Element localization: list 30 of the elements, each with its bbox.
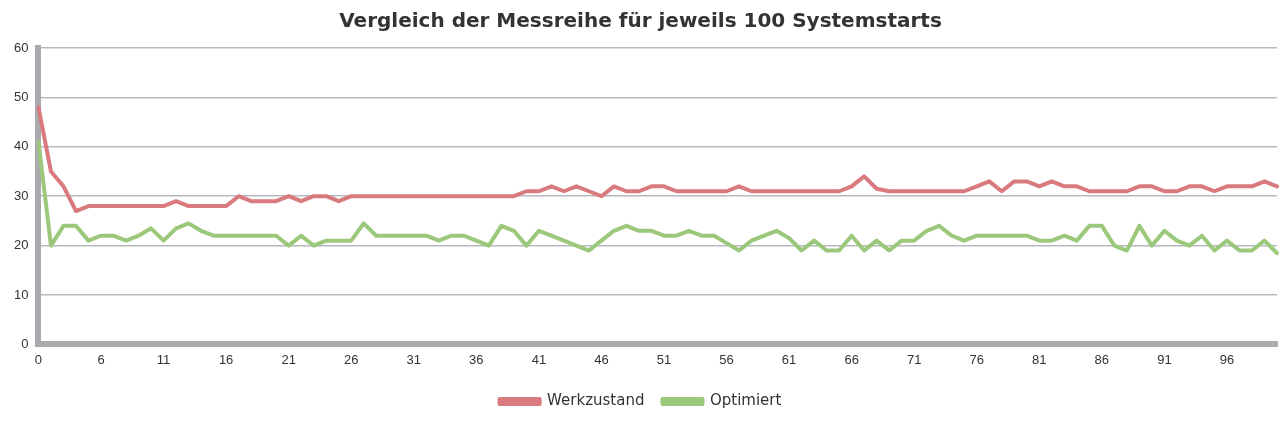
y-tick-label: 10: [13, 286, 29, 302]
legend-label: Optimiert: [709, 391, 782, 410]
x-tick-label: 86: [1094, 351, 1110, 367]
x-tick-label: 96: [1219, 351, 1235, 367]
x-tick-label: 41: [531, 351, 547, 367]
x-tick-label: 81: [1032, 351, 1047, 367]
x-tick-label: 51: [656, 351, 672, 367]
y-tick-label: 40: [13, 138, 29, 154]
x-tick-label: 71: [906, 351, 922, 367]
y-tick-label: 50: [13, 88, 29, 104]
y-tick-label: 30: [13, 187, 29, 203]
x-tick-label: 76: [969, 351, 984, 367]
x-tick-label: 66: [844, 351, 859, 367]
x-tick-label: 16: [218, 351, 234, 367]
x-tick-label: 26: [343, 351, 359, 367]
y-tick-label: 20: [13, 237, 29, 253]
x-tick-label: 56: [719, 351, 734, 367]
y-tick-label: 60: [13, 39, 29, 55]
x-tick-label: 11: [156, 351, 171, 367]
y-tick-label: 0: [21, 335, 29, 351]
x-tick-label: 46: [594, 351, 609, 367]
x-tick-label: 91: [1157, 351, 1172, 367]
x-tick-label: 21: [281, 351, 296, 367]
chart-title: Vergleich der Messreihe für jeweils 100 Systemstarts: [339, 8, 942, 33]
x-tick-label: 0: [34, 351, 43, 367]
x-tick-label: 61: [781, 351, 797, 367]
x-tick-label: 36: [469, 351, 484, 367]
x-tick-label: 31: [406, 351, 422, 367]
legend-label: Werkzustand: [547, 391, 645, 410]
x-tick-label: 6: [97, 351, 105, 367]
